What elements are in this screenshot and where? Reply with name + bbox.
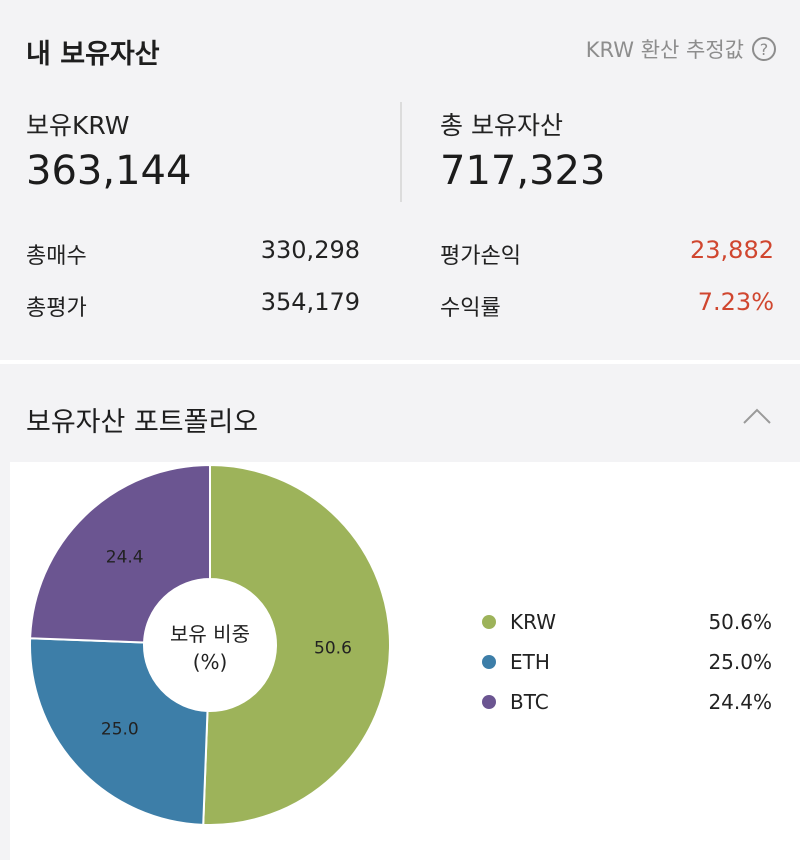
legend-dot-btc [482,695,496,709]
legend-name: KRW [510,610,556,634]
donut-center-title: 보유 비중 [170,622,250,646]
total-buy-value: 330,298 [260,236,360,264]
profit-loss-label: 평가손익 [440,244,521,269]
total-eval-value: 354,179 [260,288,360,316]
krw-estimate-info[interactable]: KRW 환산 추정값 ? [586,34,776,64]
total-assets-label: 총 보유자산 [440,111,563,140]
portfolio-donut-chart: 50.6 25.0 24.4 보유 비중 (%) [30,464,391,826]
donut-slice-eth [30,637,209,826]
total-buy-label: 총매수 [26,244,87,269]
legend-value: 25.0% [708,650,772,674]
vertical-divider [400,102,402,202]
section-separator [0,360,800,364]
donut-center-unit: (%) [193,650,228,674]
legend-item-krw: KRW 50.6% [482,607,772,637]
total-assets-value: 717,323 [440,148,606,194]
legend-value: 24.4% [708,690,772,714]
return-rate-label: 수익률 [440,296,501,321]
legend-dot-eth [482,655,496,669]
krw-holding-label: 보유KRW [26,111,130,140]
estimate-label: KRW 환산 추정값 [585,38,744,62]
legend-item-btc: BTC 24.4% [482,687,772,717]
page-title: 내 보유자산 [26,39,160,70]
help-glyph: ? [759,39,769,59]
asset-summary-card: 내 보유자산 KRW 환산 추정값 ? 보유KRW 363,144 총 보유자산… [0,0,800,360]
legend-dot-krw [482,615,496,629]
return-rate-value: 7.23% [697,288,774,316]
legend-name: ETH [510,650,550,674]
legend-value: 50.6% [708,610,772,634]
donut-label-eth: 25.0 [101,720,139,740]
portfolio-chart-panel: 50.6 25.0 24.4 보유 비중 (%) KRW 50.6% ETH 25.0%… [10,462,800,860]
donut-slice-krw [202,464,391,826]
question-circle-icon[interactable]: ? [752,37,776,61]
profit-loss-value: 23,882 [690,236,774,264]
donut-slice-btc [30,464,211,644]
portfolio-title: 보유자산 포트폴리오 [26,407,259,438]
krw-holding-value: 363,144 [26,148,192,194]
donut-label-krw: 50.6 [314,638,352,658]
donut-label-btc: 24.4 [106,547,144,567]
total-eval-label: 총평가 [26,296,87,321]
legend-name: BTC [510,690,549,714]
legend-item-eth: ETH 25.0% [482,647,772,677]
chevron-up-icon[interactable] [742,406,772,426]
portfolio-section: 보유자산 포트폴리오 50.6 25.0 24.4 보유 비중 (%) KRW 50.6… [0,364,800,860]
